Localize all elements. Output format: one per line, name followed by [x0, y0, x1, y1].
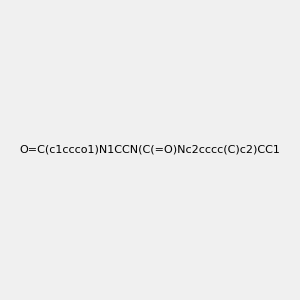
- Text: O=C(c1ccco1)N1CCN(C(=O)Nc2cccc(C)c2)CC1: O=C(c1ccco1)N1CCN(C(=O)Nc2cccc(C)c2)CC1: [20, 145, 281, 155]
